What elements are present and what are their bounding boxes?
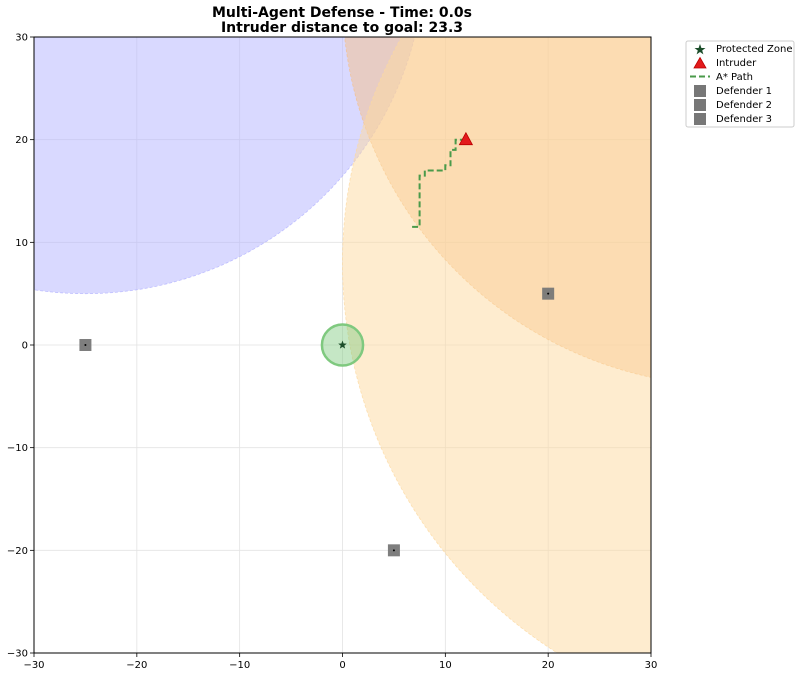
defender-2-center-dot: [547, 293, 549, 295]
legend-label-defender-2: Defender 2: [716, 100, 772, 111]
y-tick-label-5: 20: [15, 135, 28, 146]
legend-square-icon-2: [694, 99, 706, 111]
legend-label-defender-1: Defender 1: [716, 86, 772, 97]
y-tick-label-4: 10: [15, 238, 28, 249]
defender-3-center-dot: [393, 549, 395, 551]
x-tick-label-0: −30: [23, 660, 44, 671]
legend-label-protected-zone: Protected Zone: [716, 44, 793, 55]
x-tick-label-5: 20: [542, 660, 555, 671]
x-tick-label-2: −10: [229, 660, 250, 671]
y-tick-label-3: 0: [22, 341, 28, 352]
legend-label-intruder: Intruder: [716, 58, 757, 69]
legend: Protected Zone Intruder A* Path Defender…: [686, 41, 794, 127]
legend-label-astar-path: A* Path: [716, 72, 753, 83]
y-tick-label-6: 30: [15, 33, 28, 44]
defender-1-center-dot: [84, 344, 86, 346]
y-tick-label-1: −20: [7, 546, 28, 557]
x-tick-label-6: 30: [645, 660, 658, 671]
legend-label-defender-3: Defender 3: [716, 114, 772, 125]
chart-title-line-1: Multi-Agent Defense - Time: 0.0s: [212, 5, 472, 21]
x-tick-label-4: 10: [439, 660, 452, 671]
chart-title-line-2: Intruder distance to goal: 23.3: [221, 20, 463, 36]
legend-square-icon-3: [694, 113, 706, 125]
legend-square-icon-1: [694, 85, 706, 97]
y-tick-label-0: −30: [7, 649, 28, 660]
x-tick-label-3: 0: [339, 660, 345, 671]
x-tick-label-1: −20: [126, 660, 147, 671]
y-tick-label-2: −10: [7, 443, 28, 454]
